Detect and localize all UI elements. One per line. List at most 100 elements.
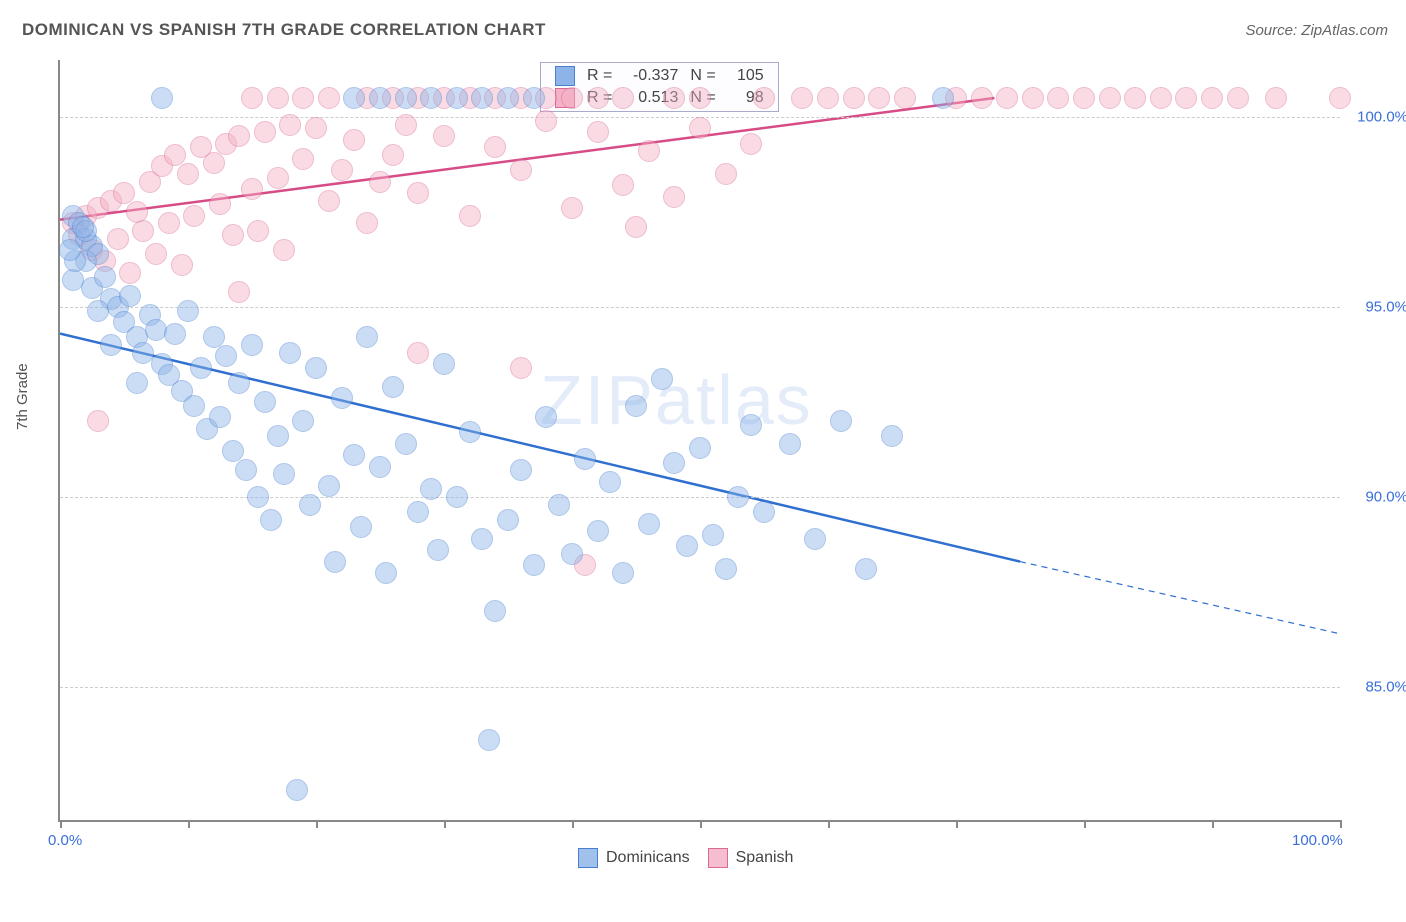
legend-series-label: Spanish [736, 849, 794, 866]
scatter-point [881, 425, 903, 447]
scatter-point [433, 353, 455, 375]
scatter-point [356, 212, 378, 234]
scatter-point [183, 395, 205, 417]
legend-r-label: R = [581, 65, 618, 87]
scatter-point [235, 459, 257, 481]
scatter-point [267, 425, 289, 447]
scatter-point [369, 87, 391, 109]
scatter-point [305, 357, 327, 379]
scatter-point [1099, 87, 1121, 109]
scatter-point [247, 486, 269, 508]
scatter-point [59, 239, 81, 261]
trend-line-extrapolated [1020, 562, 1340, 634]
scatter-point [1150, 87, 1172, 109]
scatter-point [164, 323, 186, 345]
scatter-point [1201, 87, 1223, 109]
scatter-point [727, 486, 749, 508]
scatter-point [87, 410, 109, 432]
scatter-point [203, 326, 225, 348]
scatter-point [279, 114, 301, 136]
scatter-point [318, 475, 340, 497]
legend-swatch [708, 848, 728, 868]
scatter-point [1175, 87, 1197, 109]
scatter-point [177, 163, 199, 185]
scatter-point [894, 87, 916, 109]
scatter-point [779, 433, 801, 455]
scatter-point [715, 558, 737, 580]
scatter-point [510, 459, 532, 481]
scatter-point [100, 334, 122, 356]
scatter-point [1073, 87, 1095, 109]
scatter-point [523, 87, 545, 109]
scatter-point [343, 444, 365, 466]
scatter-point [119, 285, 141, 307]
scatter-point [484, 136, 506, 158]
source-label: Source: ZipAtlas.com [1245, 22, 1388, 39]
scatter-point [510, 357, 532, 379]
scatter-point [459, 205, 481, 227]
scatter-point [241, 334, 263, 356]
scatter-point [523, 554, 545, 576]
legend-r-value: -0.337 [618, 65, 684, 87]
scatter-point [663, 87, 685, 109]
scatter-point [971, 87, 993, 109]
scatter-point [222, 224, 244, 246]
watermark: ZIPatlas [540, 360, 813, 440]
scatter-point [228, 281, 250, 303]
scatter-point [375, 562, 397, 584]
x-tick-mark [572, 820, 574, 828]
scatter-point [350, 516, 372, 538]
scatter-point [1124, 87, 1146, 109]
gridline [60, 307, 1340, 308]
x-tick-mark [1084, 820, 1086, 828]
scatter-point [587, 520, 609, 542]
scatter-point [318, 190, 340, 212]
x-tick-max: 100.0% [1292, 832, 1343, 922]
legend-n-label: N = [684, 65, 721, 87]
plot-area: ZIPatlas R =-0.337N =105R =0.513N =98 85… [58, 60, 1340, 822]
scatter-point [267, 87, 289, 109]
scatter-point [203, 152, 225, 174]
scatter-point [177, 300, 199, 322]
scatter-point [996, 87, 1018, 109]
scatter-point [369, 171, 391, 193]
scatter-point [183, 205, 205, 227]
scatter-point [574, 448, 596, 470]
scatter-point [273, 239, 295, 261]
scatter-point [497, 87, 519, 109]
chart-container: DOMINICAN VS SPANISH 7TH GRADE CORRELATI… [0, 0, 1406, 892]
scatter-point [638, 513, 660, 535]
scatter-point [753, 501, 775, 523]
scatter-point [587, 87, 609, 109]
scatter-point [638, 140, 660, 162]
scatter-point [433, 125, 455, 147]
scatter-point [702, 524, 724, 546]
scatter-point [151, 87, 173, 109]
scatter-point [273, 463, 295, 485]
x-tick-mark [316, 820, 318, 828]
scatter-point [663, 186, 685, 208]
scatter-point [663, 452, 685, 474]
scatter-point [855, 558, 877, 580]
scatter-point [843, 87, 865, 109]
scatter-point [228, 125, 250, 147]
scatter-point [804, 528, 826, 550]
scatter-point [612, 562, 634, 584]
scatter-point [561, 197, 583, 219]
scatter-point [510, 159, 532, 181]
scatter-point [791, 87, 813, 109]
scatter-point [395, 114, 417, 136]
chart-title: DOMINICAN VS SPANISH 7TH GRADE CORRELATI… [22, 20, 546, 40]
x-tick-mark [700, 820, 702, 828]
scatter-point [427, 539, 449, 561]
scatter-point [292, 148, 314, 170]
scatter-point [471, 528, 493, 550]
scatter-point [87, 243, 109, 265]
legend-swatch [555, 66, 575, 86]
scatter-point [369, 456, 391, 478]
scatter-point [254, 121, 276, 143]
scatter-point [331, 387, 353, 409]
scatter-point [241, 178, 263, 200]
x-tick-mark [1340, 820, 1342, 828]
scatter-point [318, 87, 340, 109]
